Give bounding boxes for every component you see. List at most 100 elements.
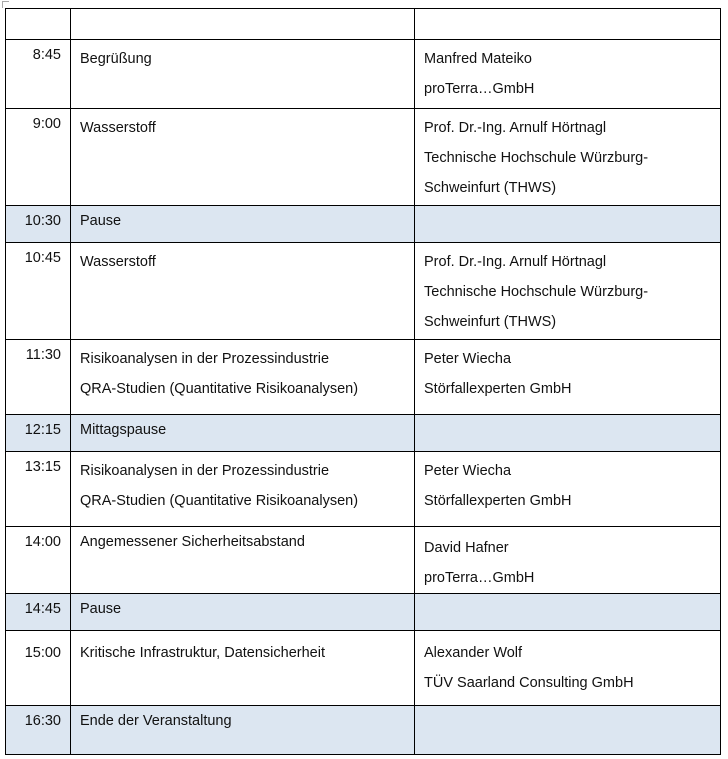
cell-uhrzeit: 10:30 <box>5 205 71 243</box>
topic-line: QRA-Studien (Quantitative Risikoanalysen… <box>80 493 359 509</box>
cell-uhrzeit-content: 14:00 <box>6 527 70 593</box>
time-line: 13:15 <box>24 459 61 475</box>
cell-referent-content: Peter Wiecha Störfallexperten GmbH <box>415 452 720 526</box>
cell-thema: Pause <box>70 593 415 631</box>
cell-thema-content: Wasserstoff <box>71 243 414 339</box>
cell-referent: Prof. Dr.-Ing. Arnulf Hörtnagl Technische… <box>414 108 721 206</box>
table-row: 14:00 Angemessener Sicherheitsabstand Davi… <box>5 526 721 594</box>
speaker-line: David Hafner <box>424 540 509 556</box>
table-row-break: 16:30 Ende der Veranstaltung <box>5 705 721 755</box>
speaker-line: TÜV Saarland Consulting GmbH <box>424 675 634 691</box>
topic-line: Risikoanalysen in der Prozessindustrie <box>80 463 330 479</box>
cell-thema: Risikoanalysen in der Prozessindustrie QR… <box>70 339 415 415</box>
cell-thema: Begrüßung <box>70 39 415 109</box>
speaker-line: Prof. Dr.-Ing. Arnulf Hörtnagl <box>424 120 607 136</box>
topic-line: QRA-Studien (Quantitative Risikoanalysen… <box>80 381 359 397</box>
cell-thema: Angemessener Sicherheitsabstand <box>70 526 415 594</box>
cell-referent-content: Prof. Dr.-Ing. Arnulf Hörtnagl Technische… <box>415 243 720 339</box>
table-body: 8:45 Begrüßung Manfred Mateiko proTerra…Gmb… <box>5 39 721 755</box>
column-header-thema: Thema <box>70 8 415 40</box>
table-header: Uhrzeit Thema Referent <box>5 8 721 40</box>
topic-line: Mittagspause <box>80 422 167 438</box>
speaker-line: Störfallexperten GmbH <box>424 381 572 397</box>
cell-thema-content: Mittagspause <box>71 415 414 451</box>
cell-uhrzeit-content: 16:30 <box>6 706 70 754</box>
cell-uhrzeit: 13:15 <box>5 451 71 527</box>
time-line: 10:45 <box>24 250 61 266</box>
cell-uhrzeit-content: 15:00 <box>6 631 70 705</box>
time-line: 12:15 <box>24 422 61 438</box>
cell-referent-content <box>415 415 720 451</box>
column-header-uhrzeit: Uhrzeit <box>5 8 71 40</box>
cell-thema: Wasserstoff <box>70 242 415 340</box>
cell-thema-content: Kritische Infrastruktur, Datensicherheit <box>71 631 414 705</box>
table-row-break: 10:30 Pause <box>5 205 721 243</box>
cell-uhrzeit-content: 11:30 <box>6 340 70 414</box>
topic-line: Begrüßung <box>80 51 152 67</box>
time-line: 14:45 <box>24 601 61 617</box>
cell-referent: Manfred Mateiko proTerra…GmbH <box>414 39 721 109</box>
cell-referent <box>414 593 721 631</box>
column-header-referent: Referent <box>414 8 721 40</box>
cell-thema: Pause <box>70 205 415 243</box>
time-line: 15:00 <box>24 645 61 661</box>
speaker-line: Peter Wiecha <box>424 351 512 367</box>
cell-referent <box>414 414 721 452</box>
cell-referent: Prof. Dr.-Ing. Arnulf Hörtnagl Technische… <box>414 242 721 340</box>
topic-line: Angemessener Sicherheitsabstand <box>80 534 305 550</box>
cell-referent: David Hafner proTerra…GmbH <box>414 526 721 594</box>
speaker-line: Technische Hochschule Würzburg-Schweinfu… <box>424 284 649 330</box>
table-row: 8:45 Begrüßung Manfred Mateiko proTerra…Gmb… <box>5 39 721 109</box>
topic-line: Risikoanalysen in der Prozessindustrie <box>80 351 330 367</box>
agenda-table: Uhrzeit Thema Referent 8:45 Begrüßung Manf… <box>5 8 721 755</box>
cell-uhrzeit: 8:45 <box>5 39 71 109</box>
speaker-line: Prof. Dr.-Ing. Arnulf Hörtnagl <box>424 254 607 270</box>
cell-uhrzeit-content: 9:00 <box>6 109 70 205</box>
time-line: 11:30 <box>25 347 61 363</box>
cell-uhrzeit: 11:30 <box>5 339 71 415</box>
cell-uhrzeit-content: 10:45 <box>6 243 70 339</box>
time-line: 8:45 <box>32 47 61 63</box>
header-row: Uhrzeit Thema Referent <box>5 8 721 40</box>
time-line: 9:00 <box>32 116 61 132</box>
cell-thema-content: Risikoanalysen in der Prozessindustrie QR… <box>71 340 414 414</box>
time-line: 14:00 <box>24 534 61 550</box>
speaker-line: proTerra…GmbH <box>424 570 535 586</box>
cell-thema-content: Ende der Veranstaltung <box>71 706 414 754</box>
cell-uhrzeit-content: 12:15 <box>6 415 70 451</box>
table-row: 11:30 Risikoanalysen in der Prozessindust… <box>5 339 721 415</box>
cell-referent: Peter Wiecha Störfallexperten GmbH <box>414 339 721 415</box>
speaker-line: Alexander Wolf <box>424 645 523 661</box>
topic-line: Pause <box>80 213 122 229</box>
speaker-line: Manfred Mateiko <box>424 51 532 67</box>
speaker-line: Technische Hochschule Würzburg-Schweinfu… <box>424 150 649 196</box>
cell-thema: Mittagspause <box>70 414 415 452</box>
cell-thema: Risikoanalysen in der Prozessindustrie QR… <box>70 451 415 527</box>
cell-referent-content: Prof. Dr.-Ing. Arnulf Hörtnagl Technische… <box>415 109 720 205</box>
cell-thema-content: Begrüßung <box>71 40 414 108</box>
cell-uhrzeit-content: 14:45 <box>6 594 70 630</box>
cell-referent-content <box>415 206 720 242</box>
cell-thema: Kritische Infrastruktur, Datensicherheit <box>70 630 415 706</box>
selection-corner-artifact <box>2 1 9 8</box>
cell-referent <box>414 705 721 755</box>
topic-line: Pause <box>80 601 122 617</box>
cell-thema-content: Wasserstoff <box>71 109 414 205</box>
table-row: 10:45 Wasserstoff Prof. Dr.-Ing. Arnulf Hö… <box>5 242 721 340</box>
table-row-break: 14:45 Pause <box>5 593 721 631</box>
cell-referent: Peter Wiecha Störfallexperten GmbH <box>414 451 721 527</box>
topic-line: Wasserstoff <box>80 254 156 270</box>
cell-thema-content: Pause <box>71 594 414 630</box>
table-row: 15:00 Kritische Infrastruktur, Datensiche… <box>5 630 721 706</box>
table-row: 13:15 Risikoanalysen in der Prozessindust… <box>5 451 721 527</box>
speaker-line: Peter Wiecha <box>424 463 512 479</box>
speaker-line: proTerra…GmbH <box>424 81 535 97</box>
topic-line: Wasserstoff <box>80 120 156 136</box>
cell-thema-content: Risikoanalysen in der Prozessindustrie QR… <box>71 452 414 526</box>
cell-uhrzeit: 16:30 <box>5 705 71 755</box>
cell-referent-content: David Hafner proTerra…GmbH <box>415 527 720 593</box>
cell-thema: Wasserstoff <box>70 108 415 206</box>
topic-line: Kritische Infrastruktur, Datensicherheit <box>80 645 325 661</box>
cell-uhrzeit: 9:00 <box>5 108 71 206</box>
cell-referent <box>414 205 721 243</box>
